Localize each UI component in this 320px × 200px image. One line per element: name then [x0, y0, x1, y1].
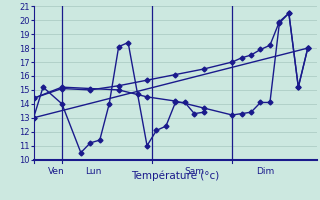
Text: Ven: Ven [48, 167, 65, 176]
Text: Sam: Sam [185, 167, 205, 176]
Text: Lun: Lun [85, 167, 102, 176]
X-axis label: Température (°c): Température (°c) [131, 171, 220, 181]
Text: Dim: Dim [256, 167, 274, 176]
